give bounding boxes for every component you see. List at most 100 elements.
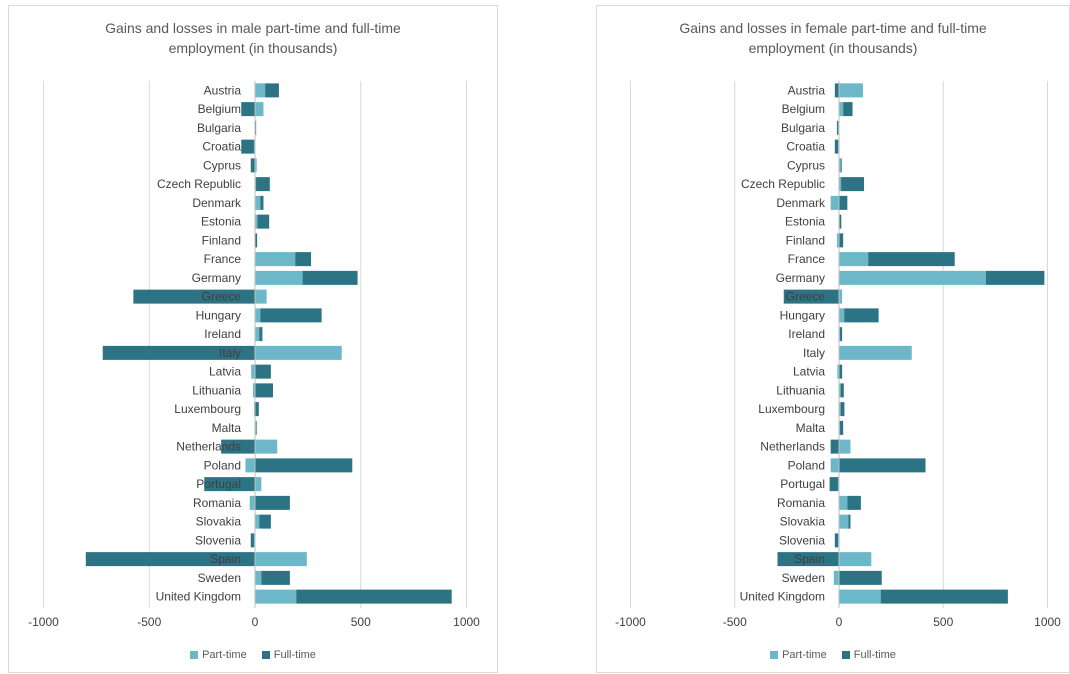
bar-full-time [841, 177, 865, 192]
bar-full-time [250, 158, 255, 173]
bar-part-time [837, 120, 839, 135]
male-chart-plot: -1000 -500 0 500 1000 Austria Belgium Bulgaria C… [28, 81, 480, 629]
bar-part-time [255, 439, 278, 454]
bar-part-time [839, 289, 843, 304]
bar-part-time [839, 589, 881, 604]
category-label: Greece [786, 290, 826, 304]
category-label: Spain [794, 552, 825, 566]
bar-part-time [255, 420, 257, 435]
chart-title-line-1: Gains and losses in female part-time and… [679, 20, 987, 36]
bar-full-time [985, 270, 1045, 285]
category-label: Cyprus [203, 158, 241, 172]
category-label: France [788, 252, 826, 266]
bar-part-time [255, 327, 260, 342]
category-label: United Kingdom [156, 590, 241, 604]
category-label: Czech Republic [741, 177, 825, 191]
x-tick-label: 1000 [1034, 615, 1061, 629]
legend-label-full-time: Full-time [273, 649, 316, 661]
bar-part-time [255, 83, 266, 98]
category-label: Netherlands [176, 440, 241, 454]
bar-full-time [260, 195, 264, 210]
category-label: Malta [796, 421, 826, 435]
chart-legend: Part-time Full-time [9, 649, 497, 662]
category-label: Estonia [785, 215, 825, 229]
category-label: Croatia [786, 140, 825, 154]
bar-full-time [839, 195, 848, 210]
bar-part-time [839, 514, 849, 529]
bar-full-time [259, 327, 263, 342]
bar-part-time [255, 514, 260, 529]
category-label: United Kingdom [740, 590, 825, 604]
bar-full-time [839, 233, 844, 248]
bar-full-time [834, 533, 838, 548]
bar-part-time [837, 477, 839, 492]
bar-part-time [245, 458, 255, 473]
category-label: Portugal [196, 477, 241, 491]
x-tick-label: -500 [137, 615, 161, 629]
bar-full-time [910, 345, 912, 360]
bar-full-time [255, 383, 273, 398]
bar-full-time [840, 158, 842, 173]
category-label: Luxembourg [174, 402, 241, 416]
bar-part-time [837, 139, 839, 154]
bar-full-time [257, 214, 270, 229]
chart-title: Gains and losses in male part-time and f… [9, 18, 497, 58]
bar-part-time [839, 102, 844, 117]
bar-part-time [839, 345, 911, 360]
bar-full-time [85, 552, 255, 567]
category-label: Belgium [198, 102, 241, 116]
category-label: Finland [786, 233, 825, 247]
bar-full-time [296, 589, 452, 604]
category-label: Denmark [192, 196, 242, 210]
x-tick-label: -1000 [28, 615, 59, 629]
bar-full-time [847, 495, 861, 510]
category-label: Bulgaria [197, 121, 241, 135]
bar-part-time [839, 177, 842, 192]
bar-full-time [840, 327, 843, 342]
category-label: Malta [212, 421, 242, 435]
category-label: Hungary [780, 308, 825, 322]
bar-part-time [837, 364, 839, 379]
bar-full-time [868, 252, 955, 267]
bar-full-time [829, 477, 838, 492]
bar-part-time [255, 214, 258, 229]
chart-title-line-2: employment (in thousands) [168, 40, 338, 56]
category-label: Poland [204, 458, 241, 472]
category-label: Sweden [198, 571, 241, 585]
category-label: Slovakia [196, 515, 242, 529]
bar-part-time [255, 177, 257, 192]
category-label: Austria [788, 83, 826, 97]
bar-part-time [830, 458, 839, 473]
legend-swatch-part-time [770, 651, 779, 659]
category-label: Slovenia [779, 533, 825, 547]
legend-swatch-part-time [190, 651, 199, 659]
category-label: Portugal [780, 477, 825, 491]
bar-part-time [255, 158, 257, 173]
category-label: Netherlands [760, 440, 825, 454]
bar-full-time [255, 458, 353, 473]
bar-full-time [302, 270, 358, 285]
bar-part-time [839, 439, 851, 454]
bar-part-time [255, 308, 261, 323]
category-label: Germany [776, 271, 825, 285]
legend-label-part-time: Part-time [782, 649, 827, 661]
bar-full-time [843, 102, 853, 117]
bar-full-time [848, 514, 851, 529]
bar-part-time [839, 270, 986, 285]
bar-full-time [260, 308, 322, 323]
bar-full-time [840, 402, 845, 417]
x-tick-label: 500 [351, 615, 371, 629]
bar-full-time [255, 364, 271, 379]
bar-full-time [839, 214, 842, 229]
category-label: Finland [202, 233, 241, 247]
bar-full-time [259, 514, 271, 529]
category-label: Estonia [201, 215, 241, 229]
male-employment-chart: Gains and losses in male part-time and f… [8, 5, 498, 673]
bar-part-time [255, 589, 297, 604]
bar-full-time [840, 383, 844, 398]
bar-full-time [836, 120, 838, 135]
bar-part-time [839, 308, 845, 323]
category-label: Italy [803, 346, 825, 360]
bar-part-time [255, 195, 261, 210]
category-label: Czech Republic [157, 177, 241, 191]
